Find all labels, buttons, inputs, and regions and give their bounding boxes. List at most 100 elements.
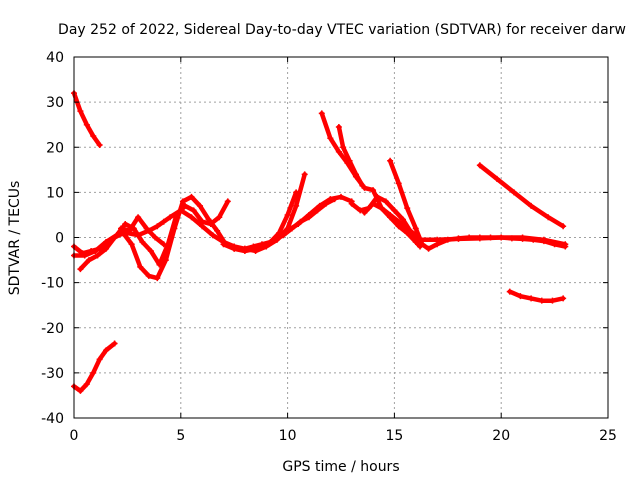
data-point <box>263 241 270 248</box>
data-point <box>370 187 377 194</box>
series-arc-7 <box>221 190 299 252</box>
data-point <box>560 295 567 302</box>
data-point <box>346 157 353 164</box>
data-point <box>391 207 398 214</box>
data-point <box>271 236 278 243</box>
data-point <box>160 218 167 225</box>
series-arc-15-markers <box>476 162 567 230</box>
data-point <box>374 193 381 200</box>
data-point <box>83 381 90 388</box>
data-point <box>318 110 325 117</box>
series-arc-10-markers <box>335 123 366 189</box>
data-point <box>126 227 133 234</box>
data-point <box>224 198 231 205</box>
data-point <box>540 236 547 243</box>
data-point <box>147 248 154 255</box>
x-tick-label: 15 <box>385 428 403 444</box>
data-point <box>506 288 513 295</box>
data-point <box>517 293 524 300</box>
data-point <box>395 180 402 187</box>
data-point <box>103 245 110 252</box>
data-point <box>145 272 152 279</box>
data-point <box>545 214 552 221</box>
data-point <box>395 218 402 225</box>
data-point <box>90 369 97 376</box>
data-point <box>154 223 161 230</box>
x-axis-label: GPS time / hours <box>282 459 399 475</box>
data-point <box>498 234 505 241</box>
data-point <box>357 207 364 214</box>
data-point <box>338 193 344 200</box>
x-axis-ticks: 0 5 10 15 20 25 <box>70 57 617 444</box>
data-point <box>327 135 334 142</box>
y-axis-ticks: -40 -30 -20 -10 0 10 20 30 40 <box>41 50 608 427</box>
data-point <box>340 144 347 151</box>
data-point <box>399 216 406 223</box>
data-point <box>412 225 419 232</box>
data-point <box>167 214 174 221</box>
y-tick-label: -20 <box>41 321 64 337</box>
data-point <box>103 347 110 354</box>
data-point <box>323 200 330 207</box>
series-arc-5 <box>78 172 307 281</box>
x-tick-label: 0 <box>70 428 79 444</box>
data-point <box>160 241 167 248</box>
y-axis-label: SDTVAR / TECUs <box>7 181 23 296</box>
data-point <box>519 234 526 241</box>
series-arc-6-markers <box>117 214 167 248</box>
data-point <box>162 257 169 264</box>
data-point <box>209 232 216 239</box>
data-point <box>528 295 535 302</box>
data-point <box>96 356 103 363</box>
data-point <box>297 218 304 225</box>
data-point <box>528 202 535 209</box>
data-point <box>361 209 368 216</box>
y-tick-label: 20 <box>46 140 64 156</box>
y-tick-label: 30 <box>46 95 64 111</box>
data-point <box>216 214 223 221</box>
data-point <box>79 250 86 257</box>
data-point <box>96 141 103 148</box>
data-point <box>387 157 394 164</box>
data-point <box>425 245 432 252</box>
data-point <box>455 235 462 242</box>
data-point <box>305 214 312 221</box>
y-tick-label: -10 <box>41 276 64 292</box>
data-point <box>404 225 411 232</box>
data-point <box>214 227 221 234</box>
data-point <box>314 207 321 214</box>
data-point <box>511 189 518 196</box>
data-point <box>549 297 556 304</box>
data-point <box>280 232 287 239</box>
data-point <box>88 248 95 255</box>
data-point <box>135 214 142 221</box>
data-point <box>476 235 483 242</box>
data-point <box>128 241 135 248</box>
series-arc-5-markers <box>77 171 308 282</box>
y-tick-label: 0 <box>55 231 64 247</box>
data-point <box>171 225 178 232</box>
data-point <box>205 216 212 223</box>
data-point <box>359 182 366 189</box>
y-tick-label: 10 <box>46 185 64 201</box>
data-point <box>77 387 84 394</box>
data-point <box>77 266 84 273</box>
series-arc-8-markers <box>246 196 338 252</box>
x-tick-label: 10 <box>279 428 297 444</box>
data-point <box>476 162 483 169</box>
data-point <box>335 123 342 130</box>
data-point <box>188 214 195 221</box>
x-tick-label: 25 <box>599 428 617 444</box>
data-point <box>111 234 118 241</box>
data-point <box>83 121 90 128</box>
series-arc-16-markers <box>506 288 567 304</box>
data-point <box>560 223 567 230</box>
data-point <box>122 220 129 227</box>
data-point <box>352 171 359 178</box>
x-tick-label: 20 <box>492 428 510 444</box>
data-point <box>404 205 411 212</box>
series-arc-14 <box>413 235 568 247</box>
series-arc-14-markers <box>412 234 569 248</box>
data-point <box>562 241 569 248</box>
